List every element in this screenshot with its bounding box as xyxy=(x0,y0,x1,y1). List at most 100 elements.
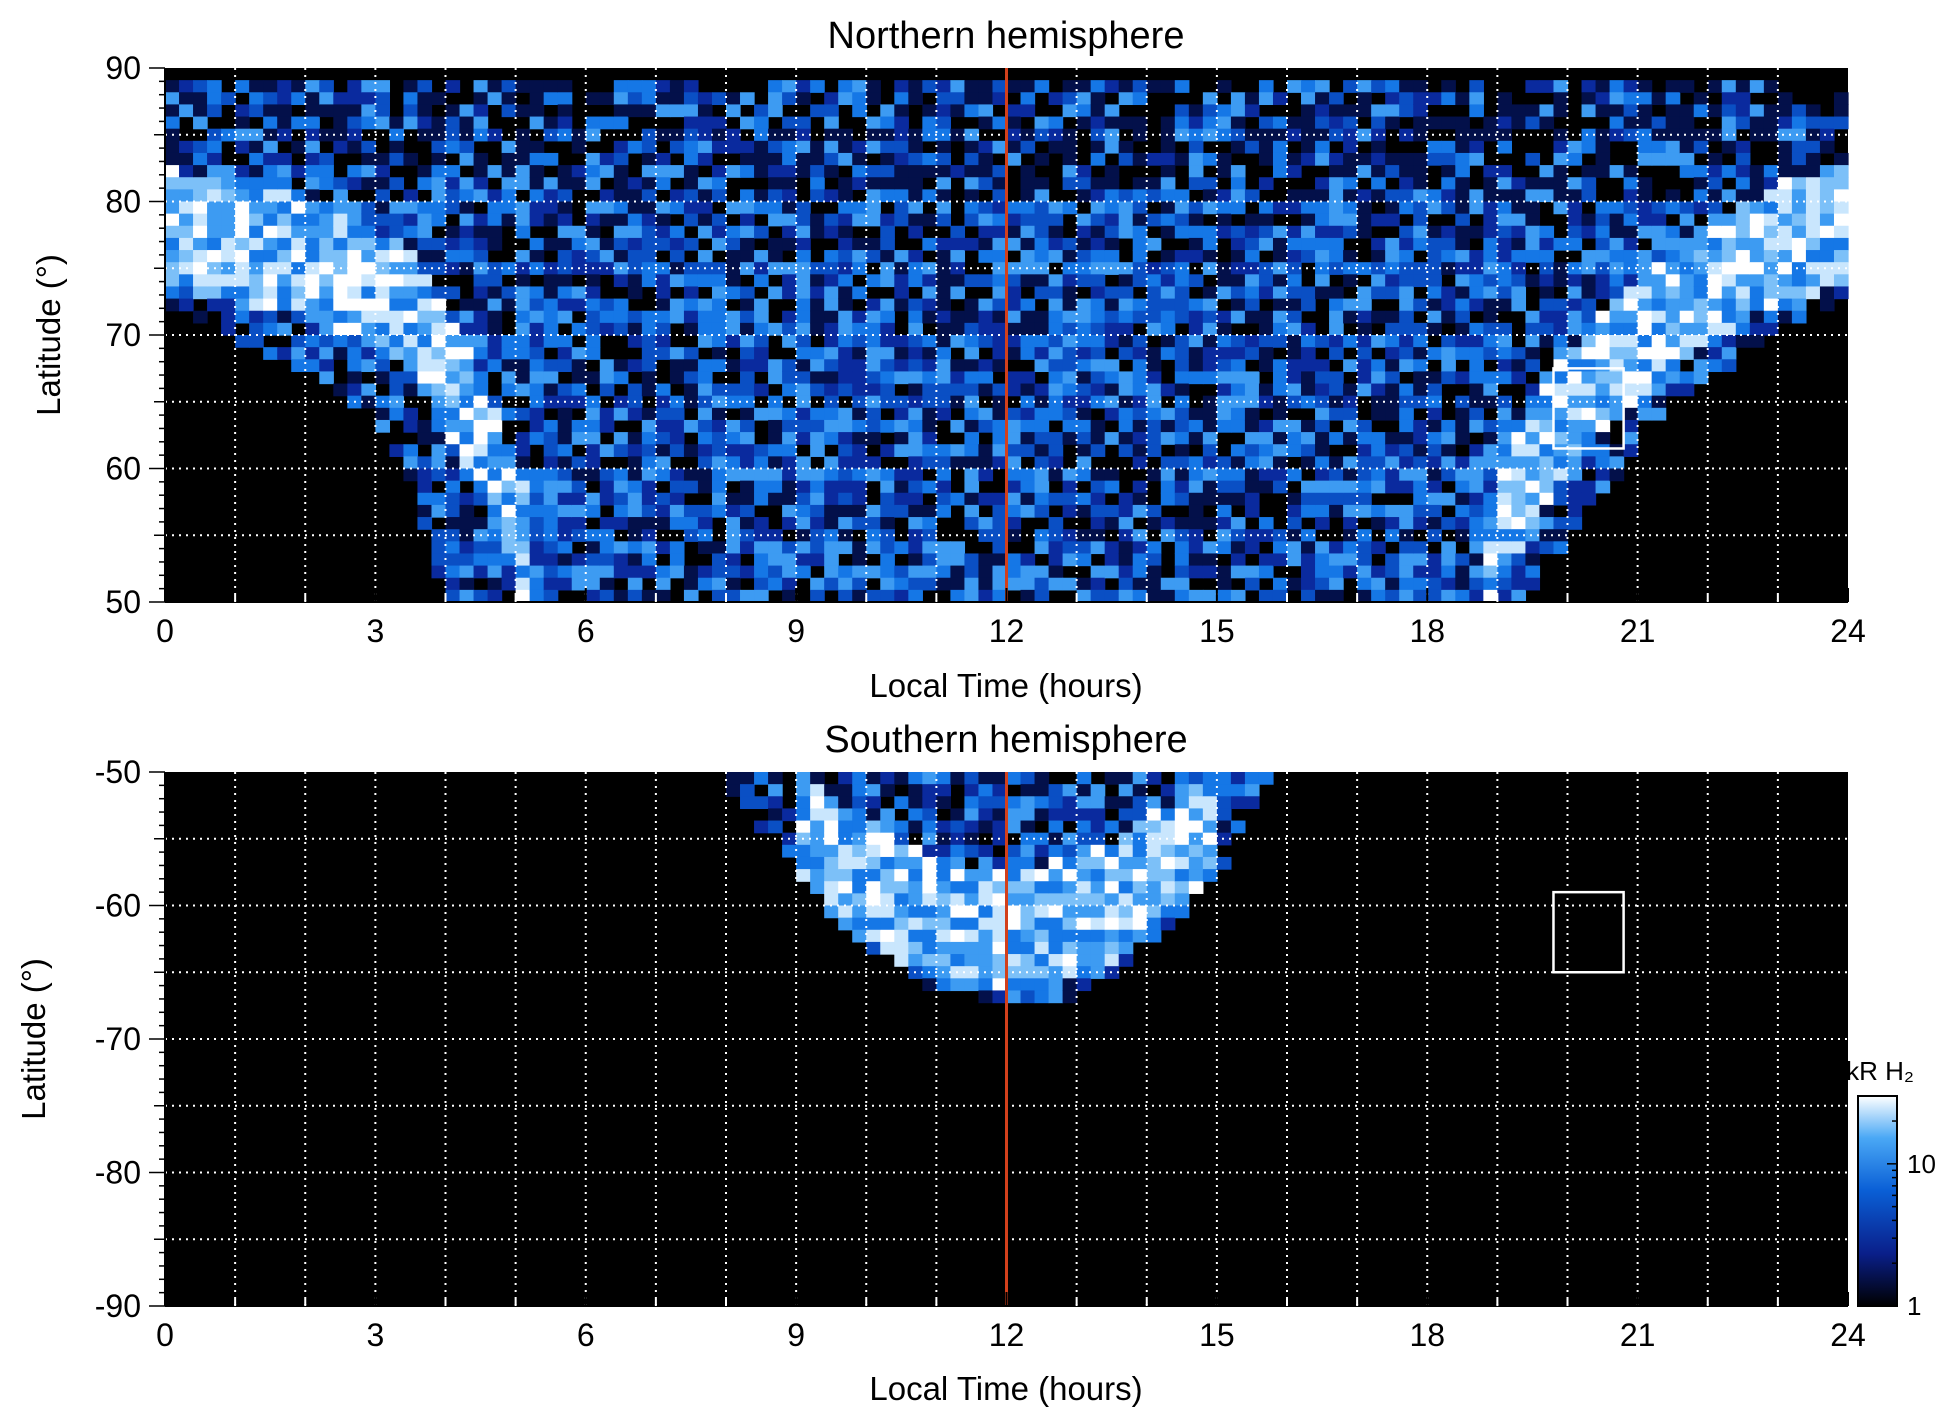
emission-cell xyxy=(1287,116,1302,130)
emission-cell xyxy=(417,250,433,263)
emission-cell xyxy=(936,237,952,251)
emission-cell xyxy=(1174,432,1190,445)
emission-cell xyxy=(543,553,559,567)
emission-cell xyxy=(1329,116,1344,130)
emission-cell xyxy=(1202,286,1218,300)
emission-cell xyxy=(978,589,994,603)
emission-cell xyxy=(627,286,643,300)
emission-cell xyxy=(669,444,685,457)
emission-cell xyxy=(824,92,839,106)
y-tick-label: 50 xyxy=(105,584,141,620)
emission-cell xyxy=(852,213,867,227)
emission-cell xyxy=(1595,335,1611,348)
emission-cell xyxy=(711,504,727,518)
emission-cell xyxy=(403,189,419,203)
emission-cell xyxy=(992,383,1008,397)
emission-cell xyxy=(978,104,994,118)
emission-cell xyxy=(1525,201,1541,215)
emission-cell xyxy=(964,456,980,470)
emission-cell xyxy=(1076,856,1092,870)
emission-cell xyxy=(1216,383,1232,397)
emission-cell xyxy=(838,869,853,882)
emission-cell xyxy=(1427,189,1442,203)
emission-cell xyxy=(1090,274,1106,288)
emission-cell xyxy=(207,286,222,300)
emission-cell xyxy=(1090,250,1106,263)
emission-cell xyxy=(1441,565,1456,579)
emission-cell xyxy=(824,407,839,421)
emission-cell xyxy=(655,213,671,227)
emission-cell xyxy=(403,152,419,166)
emission-cell xyxy=(1553,492,1569,506)
emission-cell xyxy=(992,92,1008,106)
emission-cell xyxy=(796,432,811,445)
emission-cell xyxy=(1160,274,1176,288)
emission-cell xyxy=(1090,589,1106,603)
emission-cell xyxy=(1062,359,1078,373)
emission-cell xyxy=(1104,322,1120,336)
emission-cell xyxy=(1427,504,1442,518)
emission-cell xyxy=(333,250,348,263)
emission-cell xyxy=(1721,286,1737,300)
emission-cell xyxy=(922,881,937,894)
emission-cell xyxy=(1595,201,1611,215)
emission-cell xyxy=(1637,407,1653,421)
emission-cell xyxy=(1609,359,1625,373)
emission-cell xyxy=(1539,504,1555,518)
emission-cell xyxy=(922,796,937,810)
emission-cell xyxy=(1763,116,1779,130)
emission-cell xyxy=(361,225,376,239)
emission-cell xyxy=(417,92,433,106)
emission-cell xyxy=(754,201,769,215)
emission-cell xyxy=(964,371,980,385)
emission-cell xyxy=(319,201,334,215)
x-tick-label: 9 xyxy=(787,1317,805,1353)
emission-cell xyxy=(1034,480,1050,494)
emission-cell xyxy=(880,116,895,130)
emission-cell xyxy=(894,298,909,312)
emission-cell xyxy=(1034,444,1050,457)
y-axis-label: Latitude (°) xyxy=(15,958,52,1120)
emission-cell xyxy=(908,954,923,967)
emission-cell xyxy=(1132,359,1148,373)
emission-cell xyxy=(571,517,587,530)
emission-cell xyxy=(1469,553,1484,567)
emission-cell xyxy=(165,165,180,178)
emission-cell xyxy=(1090,177,1106,190)
emission-cell xyxy=(1272,589,1288,603)
emission-cell xyxy=(459,201,475,215)
emission-cell xyxy=(697,92,713,106)
emission-cell xyxy=(852,772,867,785)
emission-cell xyxy=(585,504,601,518)
emission-cell xyxy=(347,359,362,373)
emission-cell xyxy=(291,286,306,300)
emission-cell xyxy=(992,565,1008,579)
emission-cell xyxy=(1371,310,1386,324)
emission-cell xyxy=(1006,444,1022,457)
emission-cell xyxy=(221,177,236,190)
emission-cell xyxy=(1637,177,1653,190)
emission-cell xyxy=(978,772,994,785)
emission-cell xyxy=(1553,298,1569,312)
emission-cell xyxy=(1455,419,1470,433)
emission-cell xyxy=(1104,177,1120,190)
emission-cell xyxy=(1244,407,1260,421)
emission-cell xyxy=(824,419,839,433)
emission-cell xyxy=(599,92,615,106)
emission-cell xyxy=(1399,298,1414,312)
emission-cell xyxy=(1343,80,1358,93)
emission-cell xyxy=(1399,237,1414,251)
emission-cell xyxy=(936,456,952,470)
emission-cell xyxy=(1343,116,1358,130)
emission-cell xyxy=(249,140,264,154)
emission-cell xyxy=(1637,250,1653,263)
emission-cell xyxy=(950,322,966,336)
emission-cell xyxy=(669,371,685,385)
emission-cell xyxy=(1497,213,1513,227)
emission-cell xyxy=(515,407,531,421)
emission-cell xyxy=(1146,371,1162,385)
emission-cell xyxy=(1020,140,1036,154)
emission-cell xyxy=(1216,456,1232,470)
emission-cell xyxy=(824,359,839,373)
emission-cell xyxy=(1791,152,1807,166)
